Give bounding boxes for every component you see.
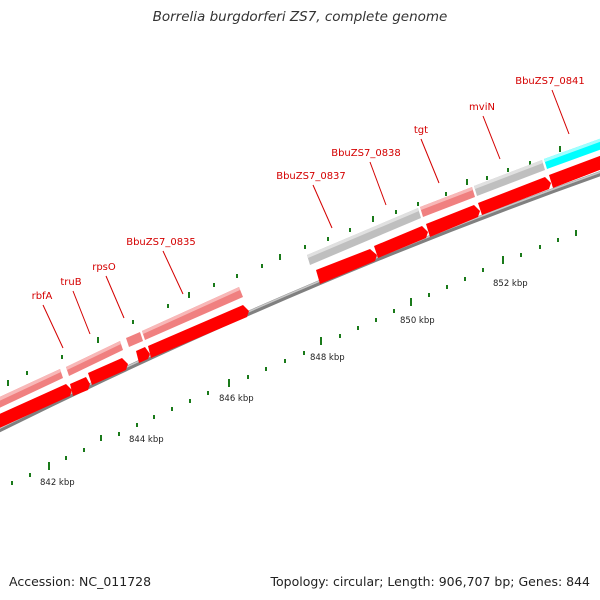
cds-arrow[interactable]: [426, 205, 480, 237]
cds-arrow[interactable]: [148, 305, 249, 358]
cds-band: [0, 154, 600, 430]
map-title: Borrelia burgdorferi ZS7, complete genom…: [152, 9, 448, 25]
cds-arrow[interactable]: [374, 226, 428, 258]
gene-label: tgt: [414, 125, 428, 136]
gene-label: rbfA: [32, 291, 53, 302]
accession-label: Accession: NC_011728: [9, 574, 152, 589]
topology-label: Topology: circular; Length: 906,707 bp; …: [270, 574, 591, 589]
cds-arrow[interactable]: [70, 377, 90, 396]
cds-arrow[interactable]: [316, 249, 377, 284]
cds-arrow[interactable]: [478, 177, 551, 215]
gene-label: mviN: [469, 102, 495, 113]
tick-label: 852 kbp: [493, 279, 528, 289]
cds-arrow[interactable]: [88, 358, 128, 385]
tick-label: 844 kbp: [129, 435, 164, 445]
gene-BbuZS7_0837[interactable]: [307, 208, 421, 265]
gene-label: BbuZS7_0837: [276, 171, 346, 182]
genome-backbone: [0, 171, 600, 433]
gene-label: BbuZS7_0841: [515, 76, 585, 87]
tick-label: 848 kbp: [310, 353, 345, 363]
leader-lines: [42, 89, 570, 349]
gene-band: [0, 138, 600, 410]
gene-label: BbuZS7_0838: [331, 148, 401, 159]
gene-label: truB: [60, 277, 81, 288]
tick-label: 846 kbp: [219, 394, 254, 404]
cds-arrow[interactable]: [549, 154, 600, 188]
gene-label: rpsO: [92, 262, 116, 273]
gene-label: BbuZS7_0835: [126, 237, 196, 248]
gene-rpsO[interactable]: [126, 332, 143, 347]
outer-ticks: [7, 146, 561, 386]
tick-label: 842 kbp: [40, 478, 75, 488]
cds-arrow[interactable]: [0, 384, 72, 430]
gene-rbfA[interactable]: [0, 369, 63, 410]
gene-BbuZS7_0835[interactable]: [142, 287, 243, 340]
inner-ticks: [11, 230, 577, 485]
tick-label: 850 kbp: [400, 316, 435, 326]
cds-arrow[interactable]: [136, 347, 150, 363]
